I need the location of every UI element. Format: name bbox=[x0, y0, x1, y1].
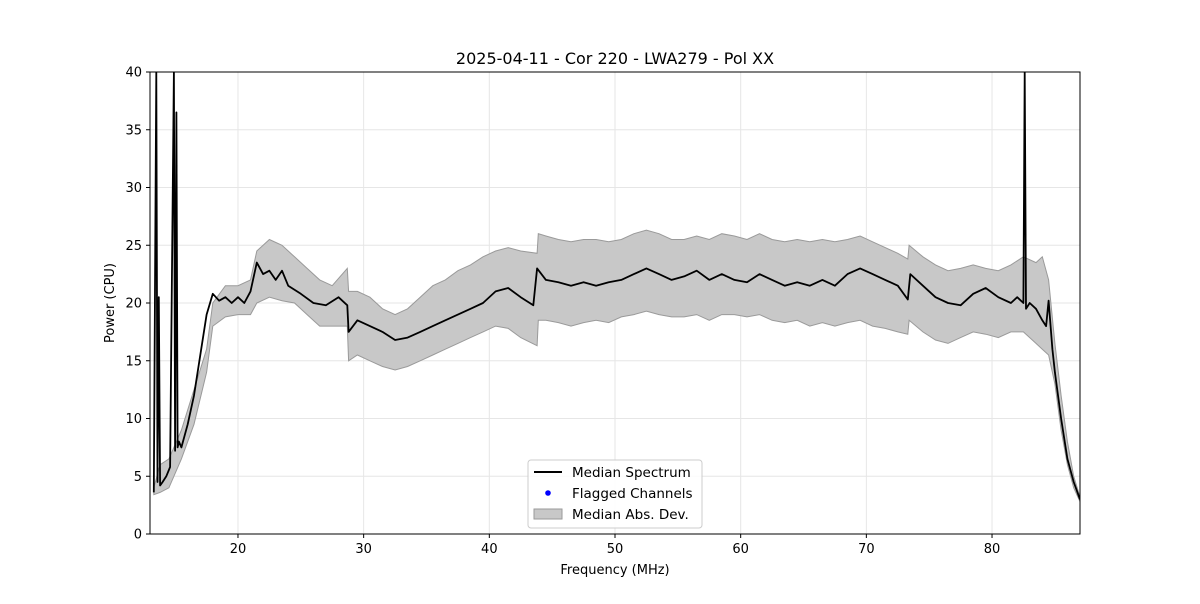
legend-label: Flagged Channels bbox=[572, 486, 693, 502]
x-tick-label: 70 bbox=[858, 542, 875, 557]
y-tick-label: 40 bbox=[125, 66, 142, 81]
axis-ticks: 20 30 40 50 60 70 80 0 5 10 15 20 25 30 35 40 bbox=[125, 66, 1000, 558]
y-tick-label: 20 bbox=[125, 297, 142, 312]
x-tick-label: 20 bbox=[230, 542, 247, 557]
legend-swatch-median-abs-dev bbox=[533, 508, 563, 520]
y-tick-label: 0 bbox=[134, 528, 142, 543]
y-tick-label: 5 bbox=[134, 470, 142, 485]
y-tick-label: 35 bbox=[125, 123, 142, 138]
legend: Median Spectrum Flagged Channels Median Ab… bbox=[527, 459, 703, 529]
legend-label: Median Abs. Dev. bbox=[572, 507, 689, 523]
legend-swatch-flagged-channels bbox=[545, 490, 551, 496]
chart-title: 2025-04-11 - Cor 220 - LWA279 - Pol XX bbox=[456, 49, 774, 68]
x-tick-label: 50 bbox=[607, 542, 624, 557]
y-tick-label: 30 bbox=[125, 181, 142, 196]
median-spectrum-series bbox=[152, 72, 1080, 500]
x-tick-label: 30 bbox=[355, 542, 372, 557]
x-tick-label: 40 bbox=[481, 542, 498, 557]
y-tick-label: 10 bbox=[125, 412, 142, 427]
y-axis-label: Power (CPU) bbox=[103, 263, 118, 343]
median-spectrum-line bbox=[152, 72, 1080, 500]
y-tick-label: 25 bbox=[125, 239, 142, 254]
legend-box bbox=[527, 459, 703, 529]
legend-label: Median Spectrum bbox=[572, 465, 691, 481]
x-axis-label: Frequency (MHz) bbox=[560, 563, 669, 578]
x-tick-label: 80 bbox=[984, 542, 1001, 557]
x-tick-label: 60 bbox=[732, 542, 749, 557]
median-abs-dev-area bbox=[153, 229, 1080, 502]
median-abs-dev-band bbox=[153, 229, 1080, 502]
y-tick-label: 15 bbox=[125, 354, 142, 369]
